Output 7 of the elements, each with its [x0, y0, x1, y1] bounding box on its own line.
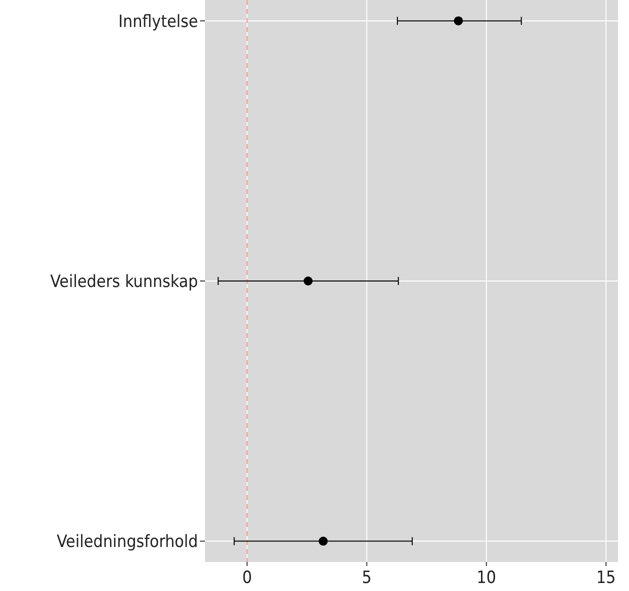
y-tick-label: Veiledningsforhold: [56, 532, 198, 552]
x-tick-label: 10: [476, 568, 496, 588]
x-tick-label: 0: [242, 568, 252, 588]
x-tick-label: 15: [596, 568, 616, 588]
y-tick-label: Veileders kunnskap: [50, 272, 198, 292]
x-tick-label: 5: [362, 568, 372, 588]
y-tick-label: Innflytelse: [118, 12, 198, 32]
